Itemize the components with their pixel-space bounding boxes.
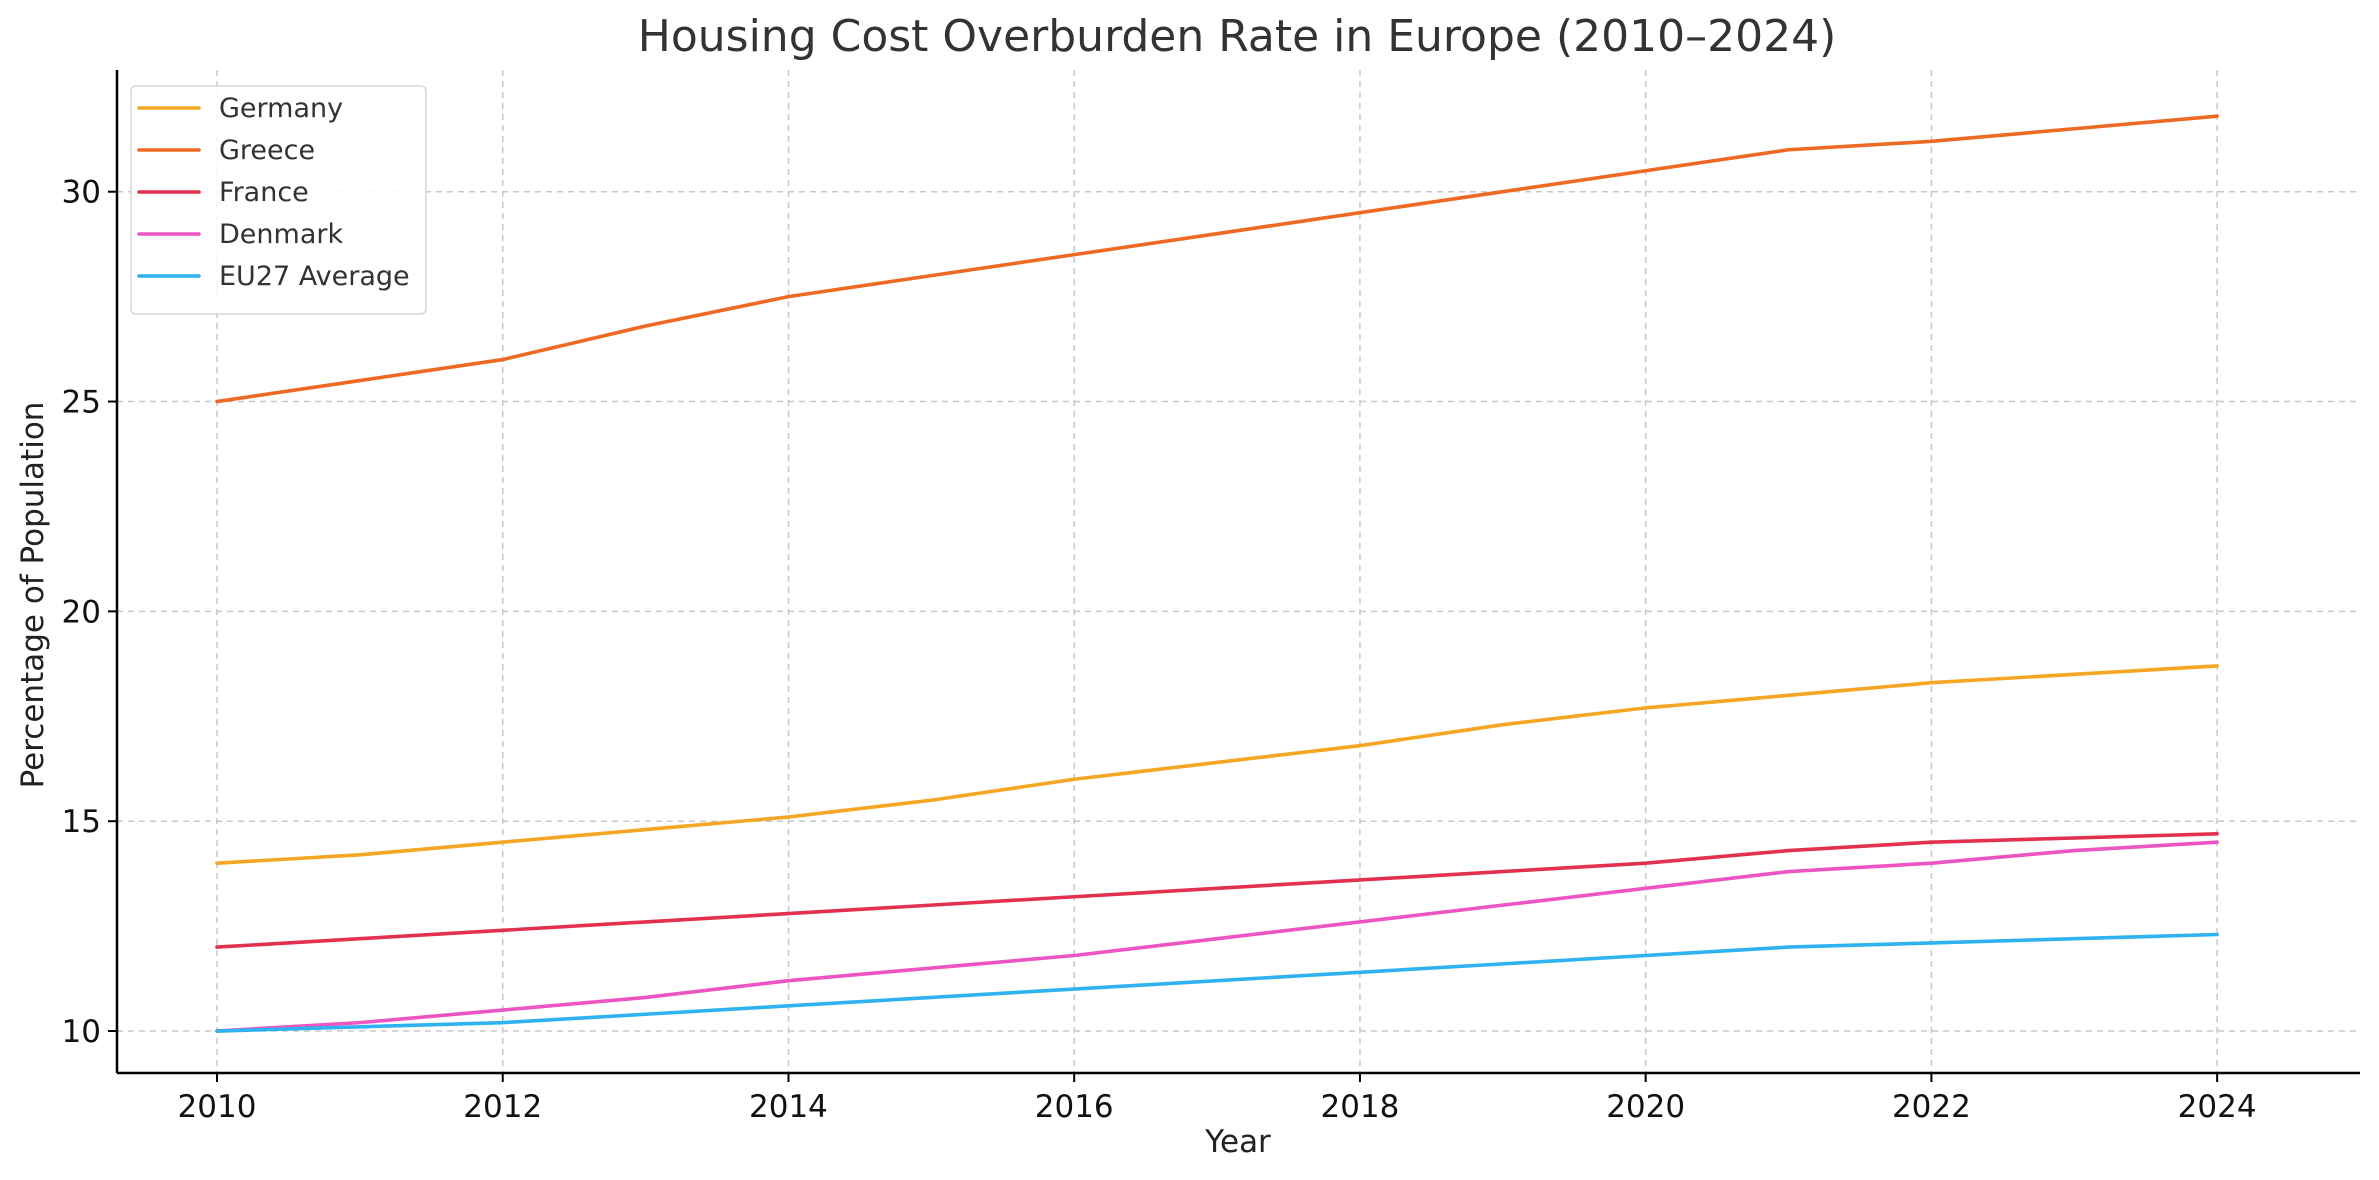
x-tick-label: 2014	[749, 1089, 828, 1125]
x-tick-label: 2010	[178, 1089, 257, 1125]
x-axis-label: Year	[1204, 1124, 1271, 1160]
legend-label-eu27-average: EU27 Average	[219, 261, 410, 292]
series-lines	[215, 114, 2219, 1033]
legend-box	[130, 85, 427, 315]
y-tick-label: 10	[62, 1014, 101, 1050]
y-tick-label: 20	[62, 594, 101, 630]
x-tick-label: 2020	[1606, 1089, 1685, 1125]
y-axis-label: Percentage of Population	[15, 402, 51, 789]
tick-labels: 2010 2012 2014 2016 2018 2020 2022 2024 10 15 20 25…	[62, 175, 2257, 1125]
series-line-france	[215, 831, 2219, 949]
legend-label-france: France	[219, 177, 309, 208]
legend-label-greece: Greece	[219, 135, 315, 166]
chart-title: Housing Cost Overburden Rate in Europe (…	[638, 11, 1836, 62]
series-line-greece	[215, 114, 2219, 404]
series-line-denmark	[215, 840, 2219, 1033]
series-line-germany	[215, 664, 2219, 865]
y-tick-label: 15	[62, 804, 101, 840]
axes	[108, 70, 2360, 1082]
legend: Germany Greece France Denmark EU27 Average	[130, 85, 427, 315]
legend-label-germany: Germany	[219, 93, 343, 124]
y-tick-label: 30	[62, 175, 101, 211]
x-tick-label: 2012	[463, 1089, 542, 1125]
x-tick-label: 2022	[1892, 1089, 1971, 1125]
series-line-eu27-average	[215, 932, 2219, 1033]
x-tick-label: 2024	[2178, 1089, 2257, 1125]
x-tick-label: 2016	[1035, 1089, 1114, 1125]
x-tick-label: 2018	[1320, 1089, 1399, 1125]
grid-lines	[117, 70, 2360, 1073]
legend-label-denmark: Denmark	[219, 219, 343, 250]
y-tick-label: 25	[62, 385, 101, 421]
